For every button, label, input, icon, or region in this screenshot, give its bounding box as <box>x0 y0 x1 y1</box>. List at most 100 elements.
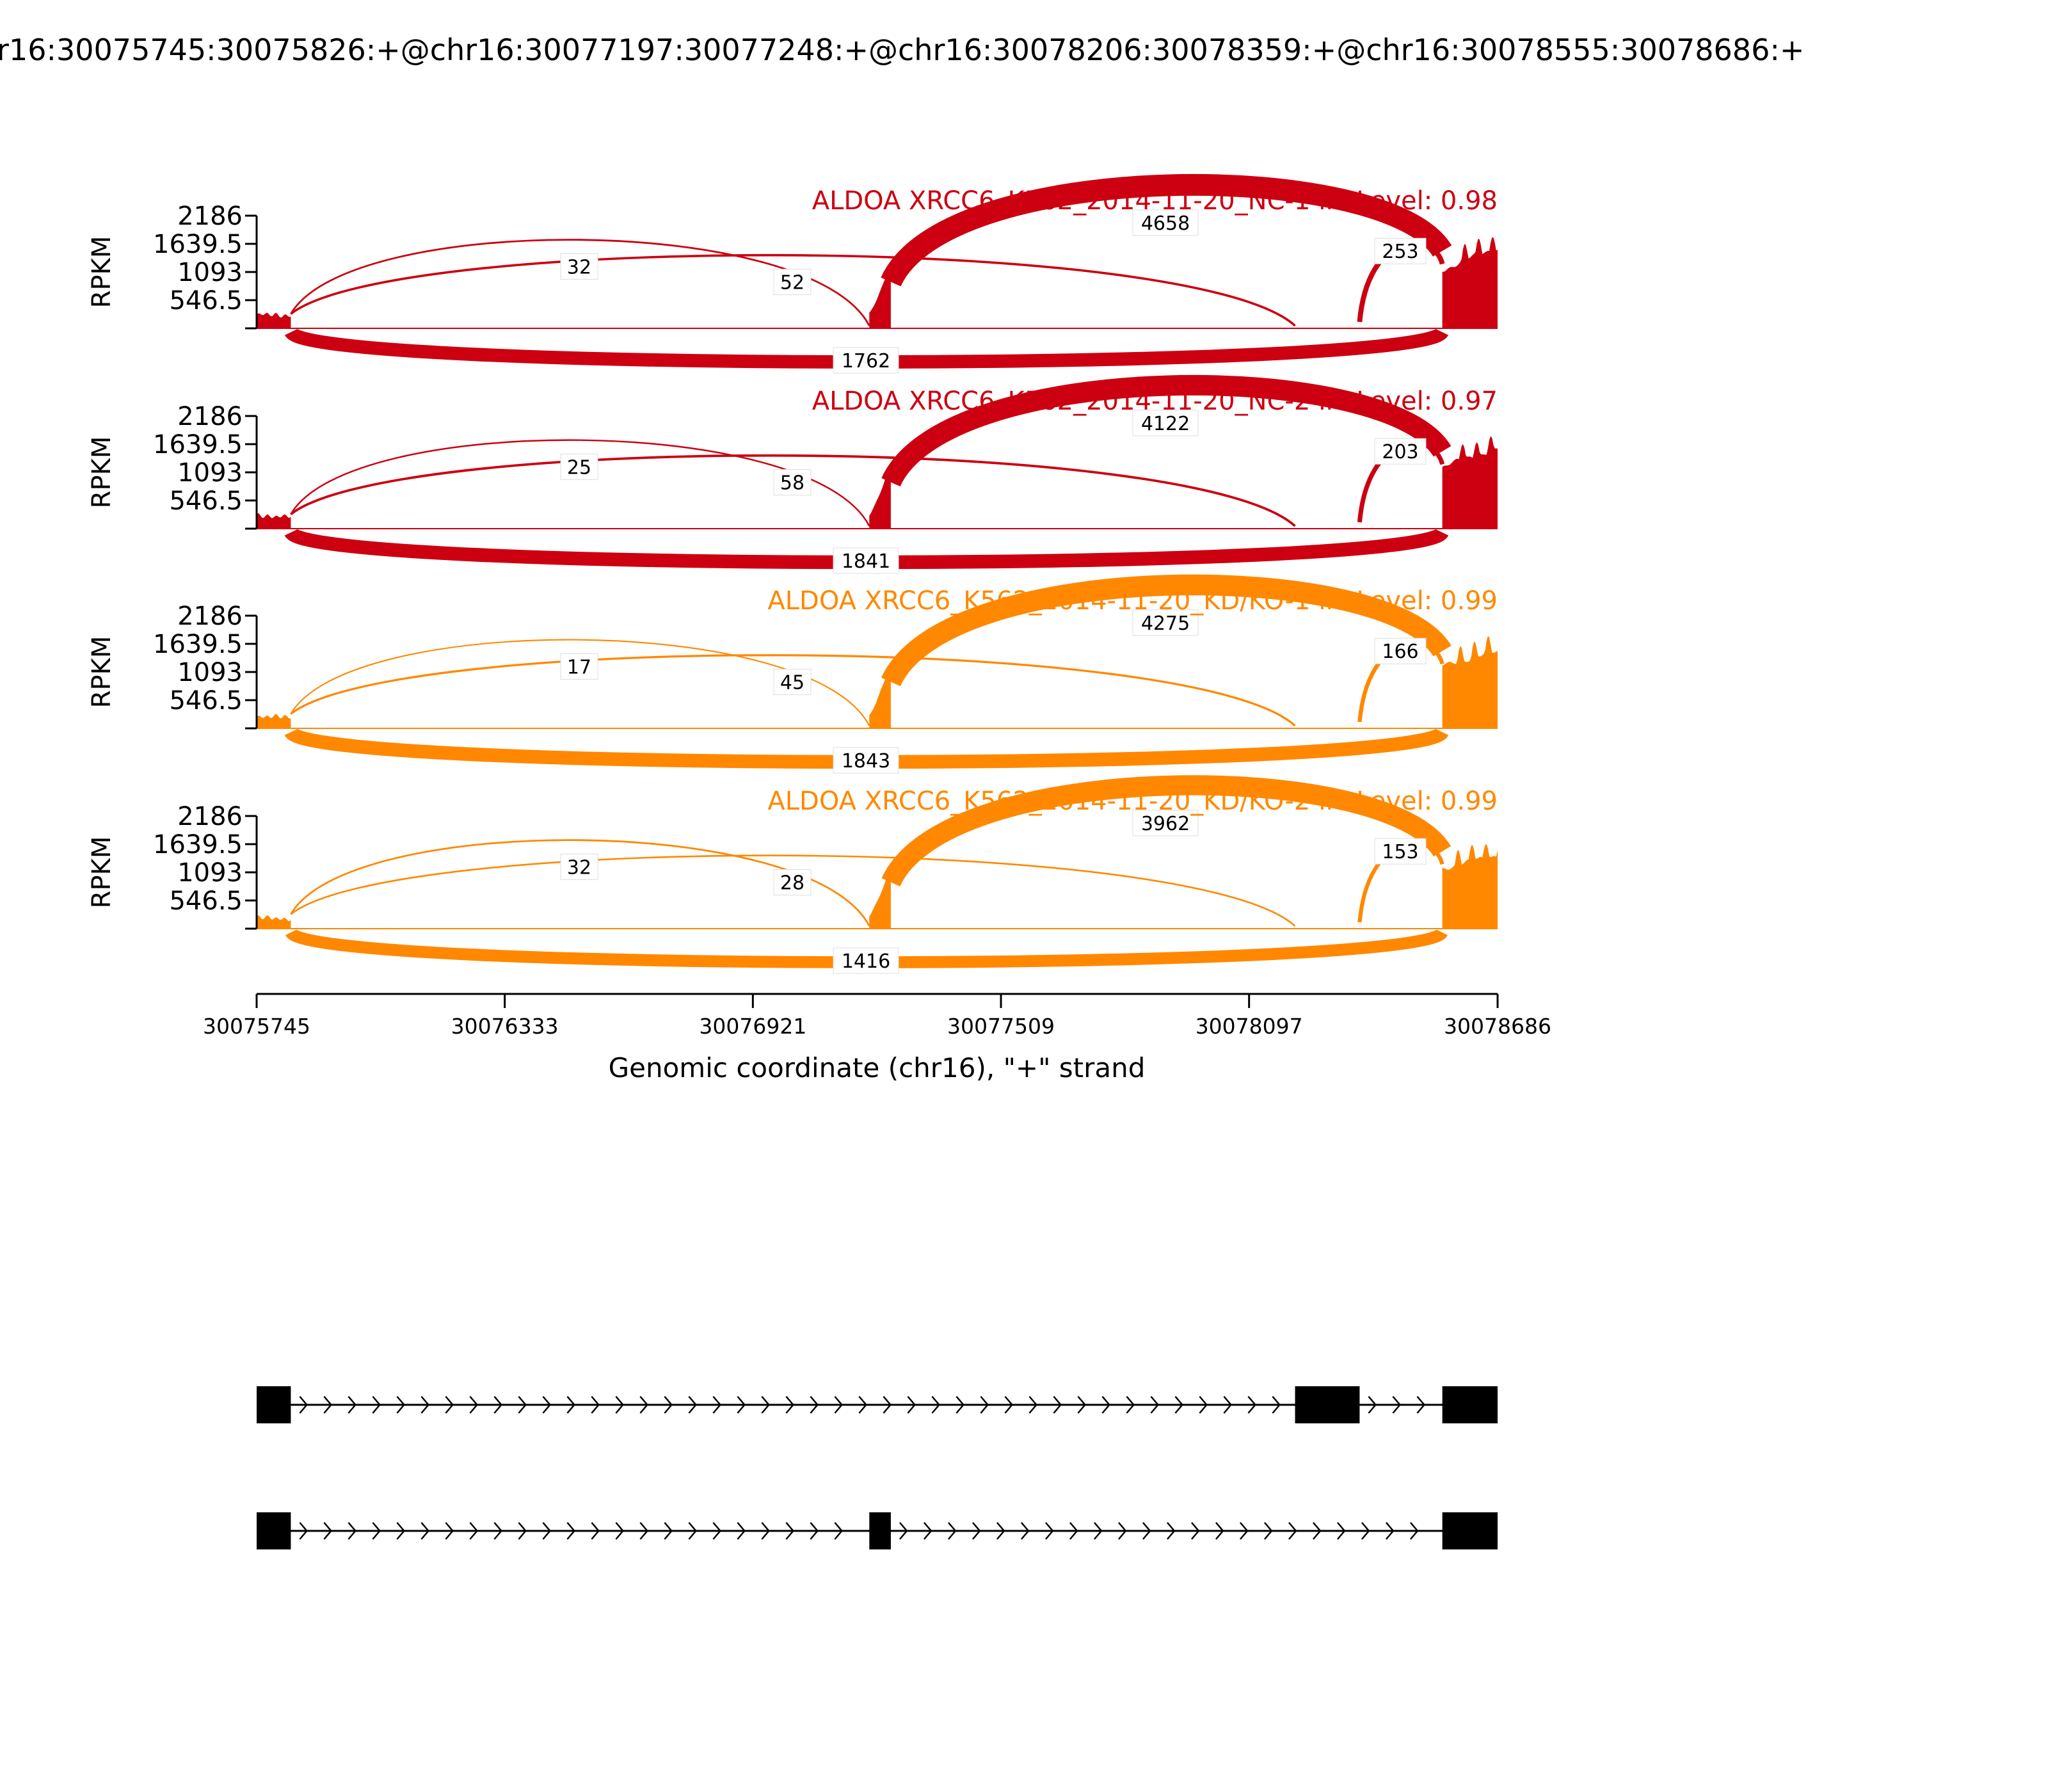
strand-arrow <box>1385 1522 1395 1540</box>
coverage-area <box>257 513 291 529</box>
junction-arc <box>290 439 870 527</box>
x-tick-label: 30078686 <box>1444 1014 1551 1039</box>
strand-arrow <box>396 1396 406 1414</box>
coverage-area <box>869 867 891 929</box>
exon-block <box>1442 1386 1498 1423</box>
strand-arrow <box>1126 1396 1135 1414</box>
junction-count-box <box>833 947 899 974</box>
coverage-area <box>1442 436 1498 529</box>
strand-arrow <box>1361 1522 1370 1540</box>
y-tick-label: 2186 <box>177 202 243 231</box>
exon-block <box>1442 1512 1498 1549</box>
strand-arrow <box>907 1396 916 1414</box>
strand-arrow <box>1077 1396 1087 1414</box>
x-tick-label: 30078097 <box>1196 1014 1303 1039</box>
junction-arc <box>290 253 1296 327</box>
junction-count-box <box>1132 810 1199 836</box>
strand-arrow <box>1239 1522 1249 1540</box>
strand-arrow <box>1044 1522 1054 1540</box>
coverage-area <box>869 664 891 728</box>
junction-arc <box>290 239 870 326</box>
strand-arrow <box>1093 1522 1103 1540</box>
strand-arrow <box>1247 1396 1257 1414</box>
junction-arc <box>881 173 1452 287</box>
y-tick-label: 2186 <box>177 802 243 831</box>
strand-arrow <box>1174 1396 1184 1414</box>
strand-arrow <box>1263 1522 1273 1540</box>
strand-arrow <box>493 1396 503 1414</box>
strand-arrow <box>639 1396 649 1414</box>
strand-arrow <box>1416 1396 1426 1414</box>
strand-arrow <box>1004 1396 1014 1414</box>
y-tick-label: 546.5 <box>169 286 243 316</box>
strand-arrow <box>615 1522 625 1540</box>
junction-count-label: 4658 <box>1141 212 1190 235</box>
y-axis-label: RPKM <box>87 236 116 308</box>
coverage-area <box>1295 728 1360 729</box>
junction-count-box <box>1374 838 1427 865</box>
strand-arrow <box>688 1522 698 1540</box>
coverage-area <box>1442 237 1498 328</box>
junction-count-box <box>560 853 598 880</box>
x-tick-label: 30077509 <box>947 1014 1055 1039</box>
coverage-area <box>1442 636 1498 728</box>
isoform-1 <box>257 1386 1498 1423</box>
junction-arc <box>881 374 1452 487</box>
y-tick-label: 1093 <box>177 458 243 488</box>
strand-arrow <box>947 1522 957 1540</box>
strand-arrow <box>1117 1522 1127 1540</box>
strand-arrow <box>956 1396 965 1414</box>
strand-arrow <box>591 1396 600 1414</box>
strand-arrow <box>542 1522 552 1540</box>
junction-arc <box>290 854 1296 927</box>
strand-arrow <box>980 1396 989 1414</box>
x-axis: 30075745 30076333 30076921 30077509 30078097… <box>203 993 1551 1039</box>
strand-arrow <box>1336 1522 1346 1540</box>
junction-count-box <box>773 669 812 696</box>
y-tick-label: 1639.5 <box>153 630 243 659</box>
junction-count-box <box>1132 609 1199 636</box>
strand-arrow <box>785 1522 795 1540</box>
strand-arrow <box>518 1522 527 1540</box>
strand-arrow <box>761 1522 771 1540</box>
junction-count-box <box>1374 637 1427 664</box>
x-tick-label: 30075745 <box>203 1014 310 1039</box>
strand-arrow <box>664 1396 673 1414</box>
sample-label: ALDOA XRCC6_K562_2014-11-20_KD/KO-2 IncL… <box>767 787 1498 816</box>
strand-arrow <box>299 1396 308 1414</box>
strand-arrow <box>972 1522 981 1540</box>
junction-arc <box>290 839 870 927</box>
strand-arrow <box>1028 1396 1038 1414</box>
strand-arrow <box>1199 1396 1208 1414</box>
x-axis-label: Genomic coordinate (chr16), "+" strand <box>609 1052 1146 1084</box>
junction-count-label: 1762 <box>842 350 890 372</box>
junction-count-label: 58 <box>780 472 804 495</box>
sample-label: ALDOA XRCC6_K562_2014-11-20_NC-2 IncLeve… <box>812 387 1498 416</box>
strand-arrow <box>688 1396 698 1414</box>
y-tick-label: 1093 <box>177 658 243 687</box>
x-tick-label: 30076921 <box>699 1014 806 1039</box>
strand-arrow <box>1312 1522 1322 1540</box>
junction-count-label: 253 <box>1382 241 1418 263</box>
junction-count-box <box>560 453 598 480</box>
junction-count-box <box>773 869 812 896</box>
strand-arrow <box>834 1396 844 1414</box>
strand-arrow <box>996 1522 1005 1540</box>
y-tick-label: 546.5 <box>169 686 243 716</box>
strand-arrow <box>664 1522 673 1540</box>
strand-arrow <box>899 1522 908 1540</box>
junction-count-label: 28 <box>780 872 804 895</box>
strand-arrow <box>1166 1522 1176 1540</box>
strand-arrow <box>1142 1522 1151 1540</box>
x-tick-label: 30076333 <box>451 1014 559 1039</box>
strand-arrow <box>639 1522 649 1540</box>
strand-arrow <box>420 1522 430 1540</box>
junction-count-box <box>1374 438 1427 465</box>
junction-count-box <box>833 747 899 774</box>
strand-arrow <box>1392 1396 1402 1414</box>
junction-arc <box>290 654 1296 727</box>
junction-count-label: 153 <box>1382 841 1418 863</box>
